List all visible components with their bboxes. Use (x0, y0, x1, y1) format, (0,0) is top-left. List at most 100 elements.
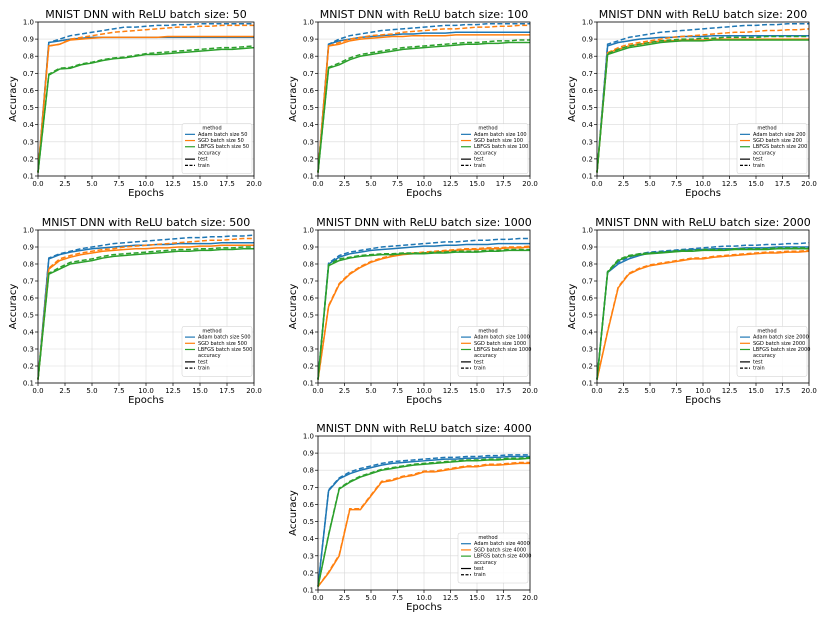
x-tick-label: 5.0 (365, 387, 376, 395)
series-line-adam-train (317, 237, 530, 380)
x-tick-label: 17.5 (219, 387, 235, 395)
legend-entry-test: test (474, 157, 484, 163)
series-line-lbfgs-test (37, 46, 255, 173)
chart-panel: 0.0 2.5 5.0 7.5 10.0 12.5 15.0 17.5 20.0 0.1 0.2 0.… (288, 8, 538, 199)
x-tick-label: 10.0 (416, 387, 432, 395)
legend-entry-lbfgs: LBFGS batch size 1000 (474, 347, 531, 353)
x-tick-label: 12.5 (165, 180, 181, 188)
chart-title: MNIST DNN with ReLU batch size: 200 (599, 8, 808, 21)
legend-accuracy-heading: accuracy (198, 150, 221, 156)
x-tick-label: 0.0 (32, 180, 43, 188)
x-axis-label: Epochs (685, 395, 721, 406)
x-axis-label: Epochs (406, 188, 442, 199)
x-tick-label: 12.5 (443, 594, 459, 602)
y-tick-label: 1.0 (582, 19, 593, 27)
x-tick-label: 10.0 (695, 180, 711, 188)
x-tick-label: 7.5 (671, 387, 682, 395)
y-tick-label: 0.1 (303, 380, 314, 388)
y-tick-label: 0.2 (303, 569, 314, 577)
legend-entry-train: train (198, 366, 210, 372)
chart-panel: 0.0 2.5 5.0 7.5 10.0 12.5 15.0 17.5 20.0 0.1 0.2 0.… (8, 216, 262, 406)
legend-method-heading: method (757, 328, 776, 334)
x-tick-label: 5.0 (86, 180, 97, 188)
y-tick-label: 0.1 (23, 173, 34, 181)
y-tick-label: 0.5 (23, 104, 34, 112)
legend-entry-lbfgs: LBFGS batch size 100 (474, 144, 528, 150)
x-axis-label: Epochs (406, 395, 442, 406)
legend-entry-adam: Adam batch size 500 (198, 335, 251, 341)
y-tick-label: 0.8 (23, 53, 34, 61)
series-line-sgd-train (37, 237, 254, 380)
y-tick-label: 0.6 (23, 295, 35, 303)
legend-entry-adam: Adam batch size 1000 (474, 335, 530, 341)
series-line-sgd-train (317, 24, 530, 173)
x-tick-label: 7.5 (671, 180, 682, 188)
x-tick-label: 12.5 (722, 387, 738, 395)
legend-entry-lbfgs: LBFGS batch size 500 (198, 347, 252, 353)
y-tick-label: 0.5 (303, 104, 314, 112)
x-tick-label: 20.0 (801, 387, 817, 395)
legend-method-heading: method (478, 535, 497, 541)
chart-title: MNIST DNN with ReLU batch size: 2000 (595, 216, 811, 229)
y-tick-label: 0.1 (303, 587, 314, 595)
legend-entry-test: test (753, 359, 763, 365)
y-tick-label: 0.5 (582, 104, 593, 112)
legend-method-heading: method (478, 126, 497, 132)
x-tick-label: 2.5 (59, 180, 70, 188)
series-line-sgd-test (317, 462, 530, 588)
legend-entry-sgd: SGD batch size 50 (198, 138, 244, 144)
y-tick-label: 0.6 (582, 295, 594, 303)
y-axis-label: Accuracy (8, 284, 19, 330)
y-tick-label: 0.3 (23, 138, 34, 146)
x-tick-label: 5.0 (644, 387, 655, 395)
x-tick-label: 17.5 (219, 180, 235, 188)
x-tick-label: 5.0 (365, 180, 376, 188)
series-line-sgd-train (596, 249, 810, 380)
x-tick-label: 7.5 (392, 594, 403, 602)
y-tick-label: 0.4 (303, 121, 315, 129)
x-tick-label: 17.5 (496, 387, 512, 395)
y-tick-label: 0.3 (582, 138, 593, 146)
chart-panel: 0.0 2.5 5.0 7.5 10.0 12.5 15.0 17.5 20.0 0.1 0.2 0.… (288, 422, 538, 613)
y-tick-label: 0.5 (303, 518, 314, 526)
y-tick-label: 0.1 (303, 173, 314, 181)
chart-title: MNIST DNN with ReLU batch size: 50 (45, 8, 247, 21)
y-tick-label: 0.6 (303, 501, 315, 509)
legend-entry-adam: Adam batch size 100 (474, 132, 527, 138)
legend-entry-lbfgs: LBFGS batch size 50 (198, 144, 249, 150)
y-tick-label: 1.0 (23, 227, 34, 235)
x-tick-label: 7.5 (392, 387, 403, 395)
legend-entry-test: test (474, 566, 484, 572)
legend-method-heading: method (478, 328, 497, 334)
series-line-sgd-train (596, 28, 810, 173)
legend-accuracy-heading: accuracy (753, 353, 776, 359)
x-tick-label: 12.5 (165, 387, 181, 395)
x-tick-label: 5.0 (644, 180, 655, 188)
y-tick-label: 0.8 (303, 53, 314, 61)
y-tick-label: 0.3 (303, 552, 314, 560)
y-tick-label: 0.5 (582, 312, 593, 320)
series-line-lbfgs-test (596, 247, 809, 380)
y-tick-label: 0.4 (23, 329, 35, 337)
series-line-adam-train (317, 22, 530, 173)
y-tick-label: 0.9 (23, 244, 34, 252)
x-axis-label: Epochs (406, 602, 442, 613)
x-tick-label: 5.0 (86, 387, 97, 395)
y-tick-label: 1.0 (303, 227, 314, 235)
y-tick-label: 0.8 (582, 261, 593, 269)
x-tick-label: 12.5 (722, 180, 738, 188)
x-tick-label: 2.5 (339, 387, 350, 395)
x-tick-label: 15.0 (469, 180, 485, 188)
y-tick-label: 0.6 (582, 87, 594, 95)
legend-entry-sgd: SGD batch size 200 (753, 138, 802, 144)
legend-entry-train: train (753, 163, 765, 169)
series-line-adam-test (317, 242, 530, 380)
y-tick-label: 0.4 (582, 329, 594, 337)
legend-entry-test: test (753, 157, 763, 163)
x-tick-label: 20.0 (522, 594, 538, 602)
y-axis-label: Accuracy (567, 76, 578, 122)
x-tick-label: 15.0 (192, 387, 208, 395)
legend-method-heading: method (202, 328, 221, 334)
